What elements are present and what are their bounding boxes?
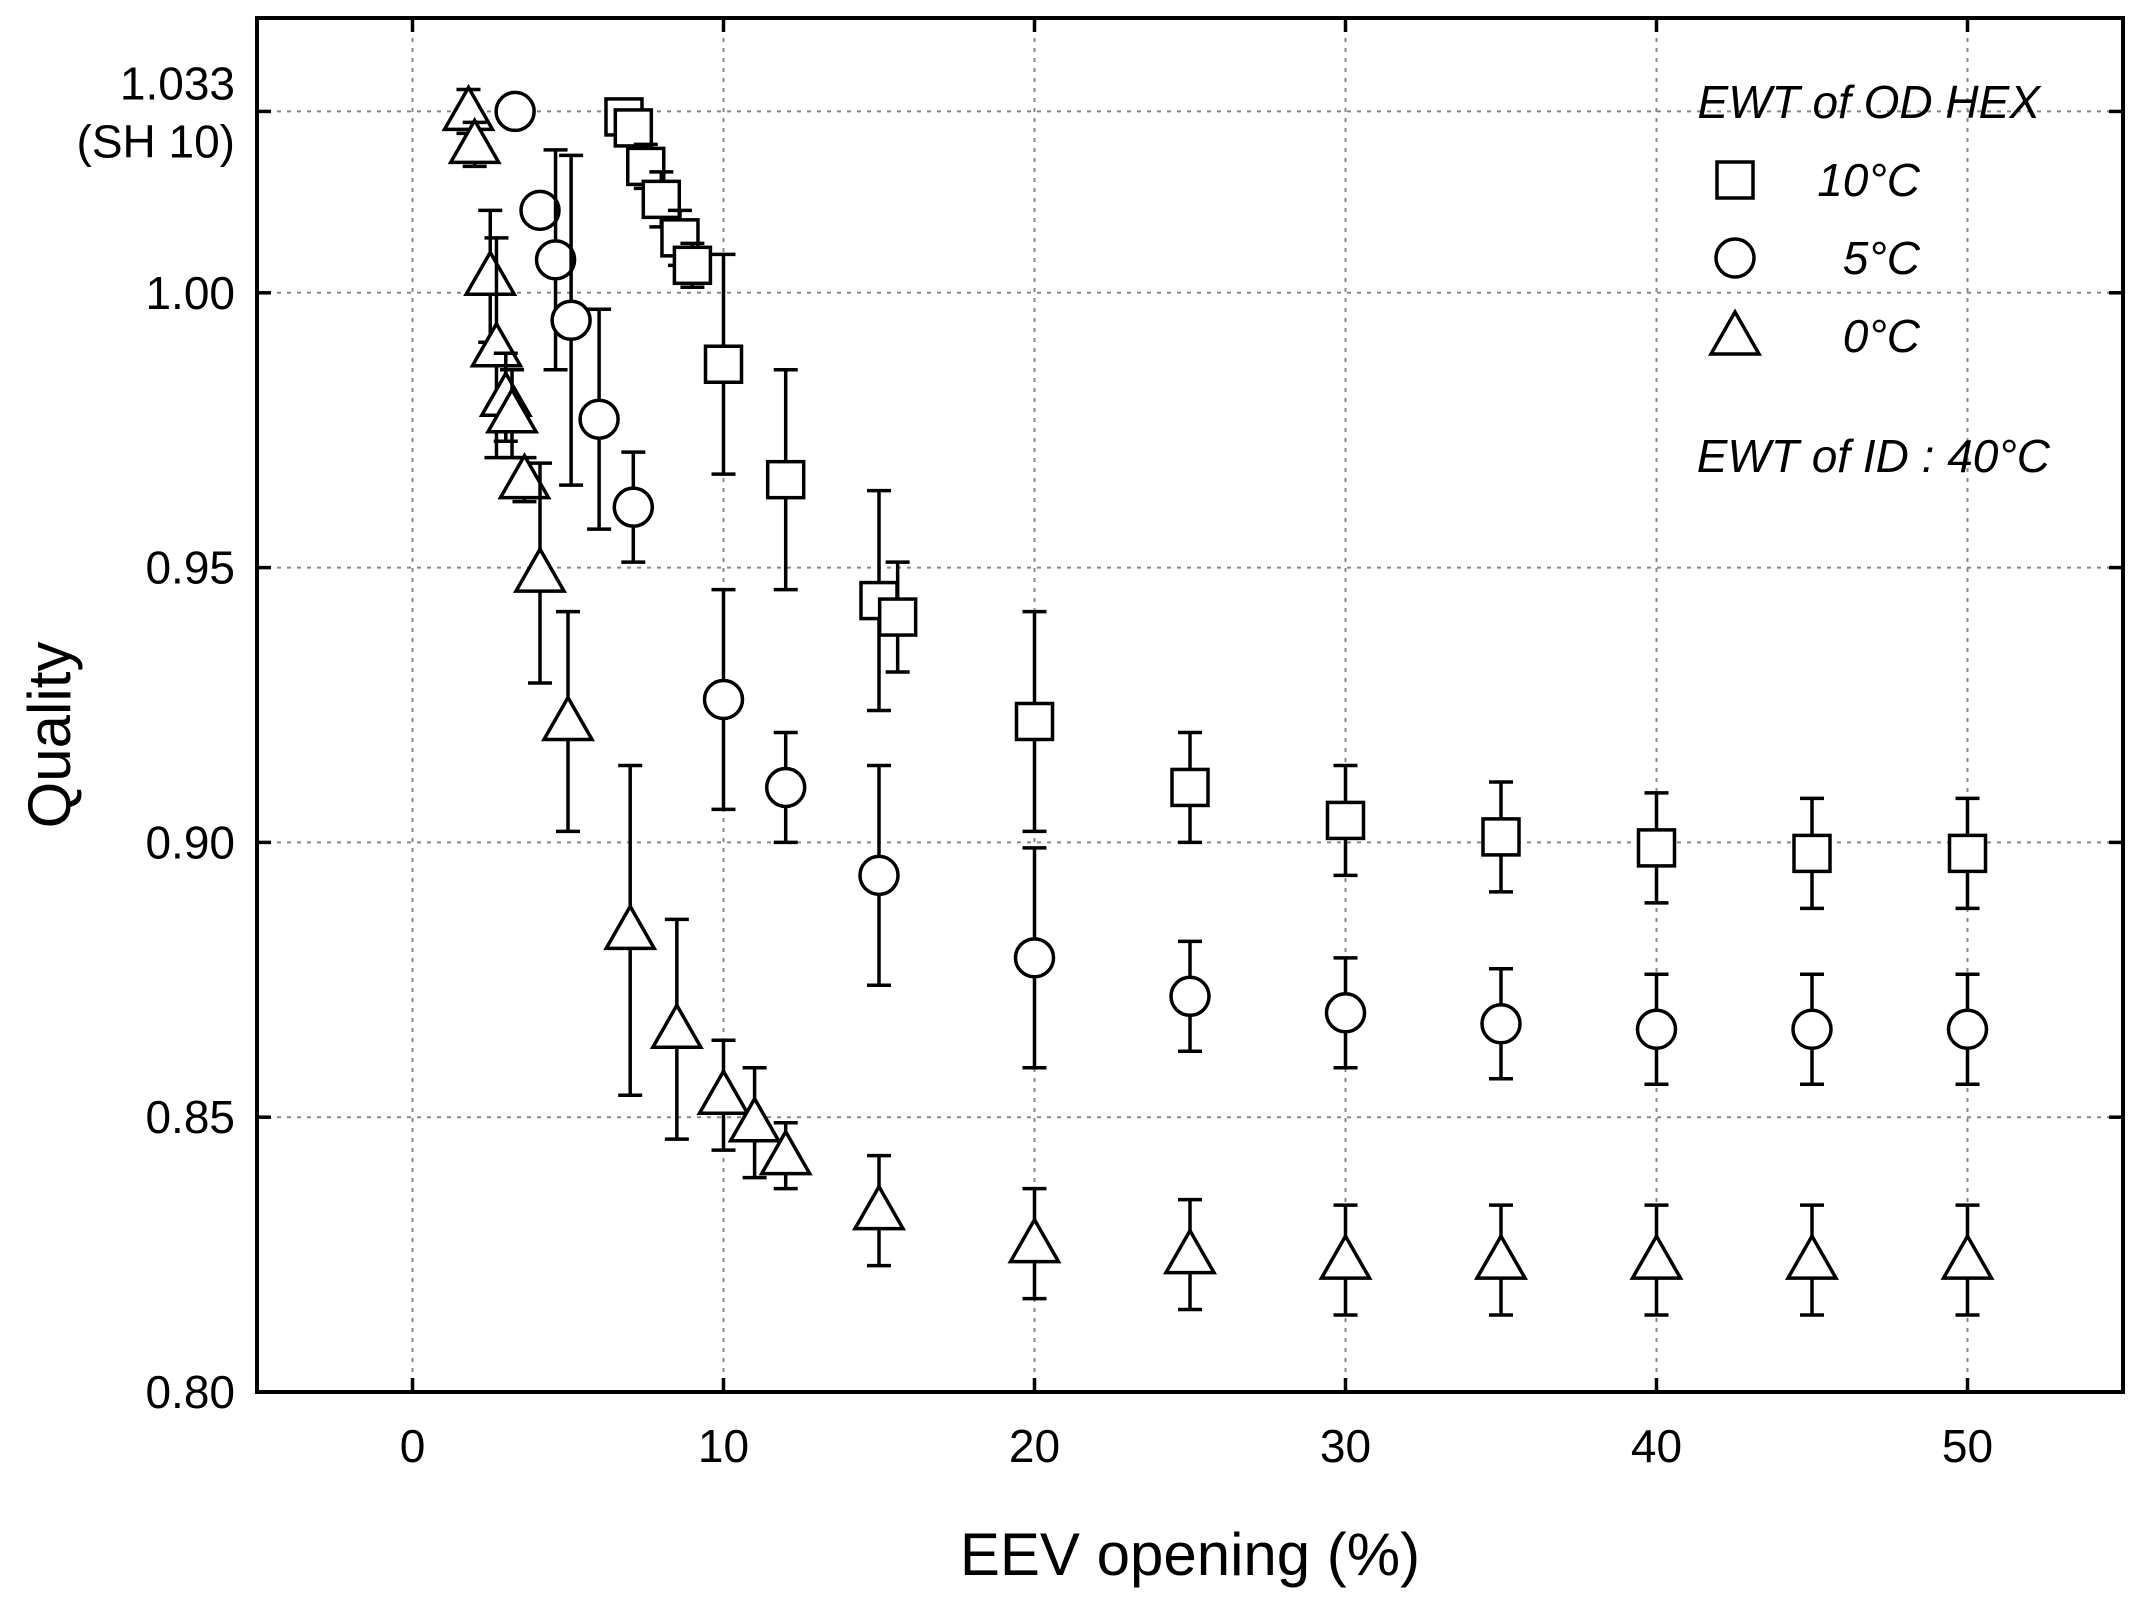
data-point-triangle <box>603 902 658 951</box>
x-tick-label: 20 <box>1009 1420 1060 1472</box>
data-point-square <box>1792 833 1832 874</box>
data-point-square <box>672 245 713 286</box>
data-point-circle <box>1169 975 1211 1018</box>
data-point-circle <box>1946 1008 1989 1051</box>
data-point-triangle <box>758 1128 813 1176</box>
data-point-square <box>1947 833 1988 874</box>
data-point-triangle <box>497 452 552 500</box>
data-point-triangle <box>851 1183 907 1231</box>
data-point-triangle <box>1318 1232 1373 1280</box>
plot-frame <box>255 16 2125 1394</box>
x-tick-labels: 0 10 20 30 40 50 <box>400 1420 1993 1472</box>
series-triangle <box>441 83 1995 1317</box>
y-tick-label-line: 0.90 <box>145 816 235 868</box>
x-tick-label: 50 <box>1942 1420 1993 1472</box>
data-point-square <box>626 146 666 187</box>
y-tick-label-line: 0.80 <box>145 1366 235 1418</box>
data-point-triangle <box>512 545 568 593</box>
data-point-square <box>1325 800 1366 841</box>
legend-marker-circle <box>1714 237 1756 279</box>
y-tick-label-line: 1.033 <box>120 57 235 109</box>
legend-marker-square <box>1715 160 1755 200</box>
data-point-triangle <box>649 1001 704 1050</box>
legend-entries: 10°C 5°C 0°C <box>1707 154 1921 362</box>
data-point-circle <box>612 486 655 528</box>
data-point-triangle <box>1162 1227 1218 1275</box>
data-point-triangle <box>485 386 540 434</box>
legend-marker-triangle <box>1707 308 1763 356</box>
data-point-square <box>1636 828 1677 868</box>
data-series <box>441 83 1995 1317</box>
data-point-triangle <box>1473 1232 1529 1280</box>
data-point-circle <box>764 766 807 809</box>
data-point-circle <box>1635 1008 1678 1051</box>
data-point-triangle <box>463 248 518 297</box>
x-tick-label: 30 <box>1320 1420 1371 1472</box>
legend-label: 0°C <box>1843 310 1921 362</box>
data-point-square <box>703 344 744 384</box>
data-point-square <box>613 108 654 148</box>
legend-note: EWT of ID : 40°C <box>1697 430 2051 482</box>
data-point-circle <box>519 189 561 232</box>
data-point-circle <box>578 398 620 440</box>
y-tick-labels: 0.80 0.85 0.90 0.95 1.00 1.033 (SH 10) <box>77 57 235 1418</box>
data-point-circle <box>494 90 536 133</box>
series-circle <box>494 90 1989 1086</box>
data-point-triangle <box>696 1067 751 1115</box>
data-point-square <box>1014 701 1055 742</box>
data-point-triangle <box>540 693 596 742</box>
data-point-circle <box>534 239 577 281</box>
legend-label: 5°C <box>1843 232 1921 284</box>
y-tick-label: 0.95 <box>145 542 235 594</box>
x-tick-label: 40 <box>1631 1420 1682 1472</box>
data-point-triangle <box>447 116 502 165</box>
y-tick-label: 0.80 <box>145 1366 235 1418</box>
legend: EWT of OD HEX 10°C 5°C 0°C EWT of ID : 40°… <box>1697 76 2051 482</box>
y-tick-label-line: (SH 10) <box>77 115 235 167</box>
data-point-square <box>765 459 806 500</box>
y-tick-label-line: 0.85 <box>145 1091 235 1143</box>
y-axis-title: Quality <box>16 642 83 829</box>
data-point-square <box>1170 767 1210 808</box>
series-square <box>604 97 1988 911</box>
data-point-circle <box>1480 1003 1522 1045</box>
data-point-circle <box>702 678 745 721</box>
y-tick-label: 0.85 <box>145 1091 235 1143</box>
y-tick-label-line: 1.00 <box>145 267 235 319</box>
data-point-circle <box>1324 992 1367 1034</box>
y-tick-label: 0.90 <box>145 816 235 868</box>
legend-title: EWT of OD HEX <box>1698 76 2043 128</box>
data-point-circle <box>1791 1008 1833 1051</box>
x-axis-title: EEV opening (%) <box>960 1521 1420 1588</box>
data-point-triangle <box>469 320 524 368</box>
y-tick-label: 1.00 <box>145 267 235 319</box>
data-point-square <box>641 179 682 220</box>
x-tick-label: 10 <box>698 1420 749 1472</box>
data-point-triangle <box>727 1095 782 1143</box>
y-tick-label: 1.033 (SH 10) <box>77 57 235 167</box>
data-point-triangle <box>1629 1232 1684 1280</box>
y-tick-label-line: 0.95 <box>145 542 235 594</box>
legend-label: 10°C <box>1817 154 1921 206</box>
data-point-triangle <box>1007 1216 1062 1264</box>
data-point-triangle <box>1784 1232 1840 1280</box>
data-point-square <box>877 597 918 637</box>
data-point-circle <box>1013 937 1056 979</box>
data-point-square <box>1481 817 1521 857</box>
data-point-circle <box>550 299 592 342</box>
data-point-triangle <box>1940 1232 1995 1280</box>
x-tick-label: 0 <box>400 1420 426 1472</box>
data-point-circle <box>858 854 900 897</box>
axis-ticks <box>257 18 2123 1394</box>
